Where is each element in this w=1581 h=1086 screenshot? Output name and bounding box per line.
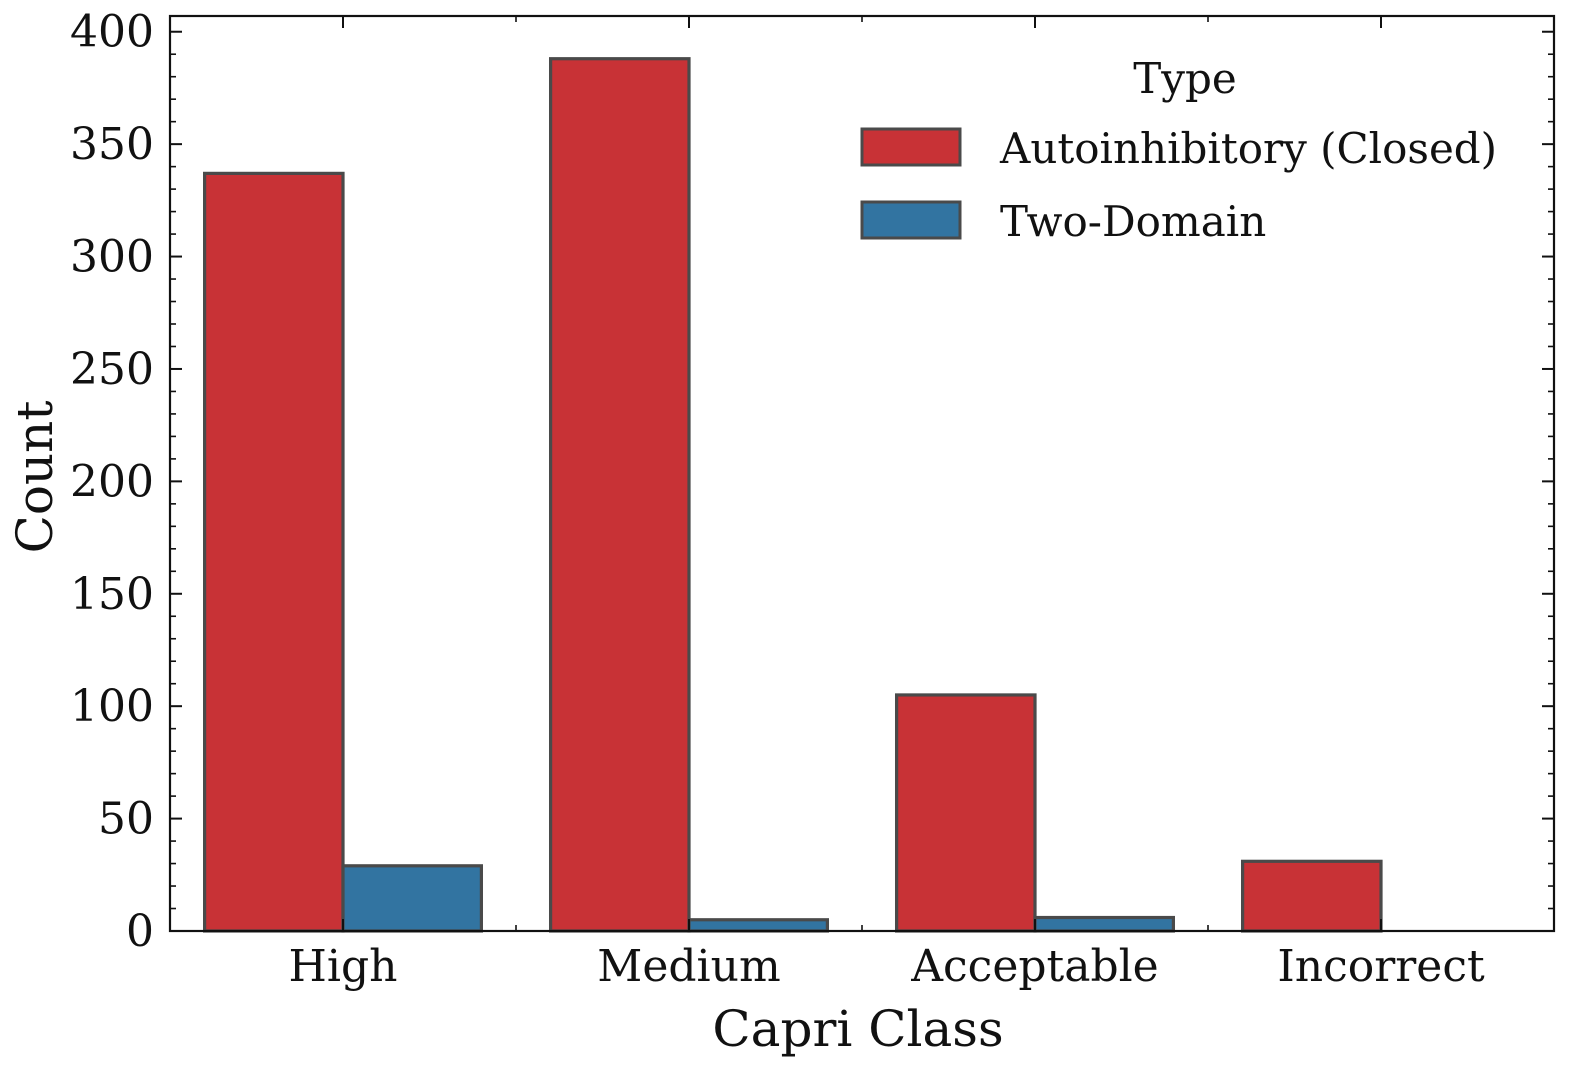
y-tick-label: 150 bbox=[70, 569, 154, 620]
x-tick-label-incorrect: Incorrect bbox=[1277, 941, 1485, 992]
bar-high-two-domain bbox=[341, 864, 483, 933]
bar-high-autoinhibitory-closed bbox=[203, 171, 345, 933]
legend-title: Type bbox=[1133, 54, 1236, 103]
bar-medium-two-domain bbox=[687, 918, 829, 933]
bar-medium-autoinhibitory-closed bbox=[548, 57, 691, 933]
y-tick-label: 300 bbox=[70, 232, 154, 283]
legend-label-two-domain: Two-Domain bbox=[1000, 197, 1266, 246]
x-tick-labels: High Medium Acceptable Incorrect bbox=[289, 941, 1485, 992]
plot-frame bbox=[168, 14, 1556, 933]
bar-acceptable-autoinhibitory-closed bbox=[894, 693, 1037, 933]
y-axis-title: Count bbox=[6, 401, 64, 554]
legend-swatch-autoinhibitory bbox=[860, 127, 962, 167]
x-tick-label-medium: Medium bbox=[597, 941, 780, 992]
y-tick-label: 50 bbox=[98, 794, 154, 845]
x-axis-title: Capri Class bbox=[712, 1000, 1003, 1058]
y-tick-label: 250 bbox=[70, 344, 154, 395]
legend-label-autoinhibitory: Autoinhibitory (Closed) bbox=[999, 124, 1497, 173]
legend: Type Autoinhibitory (Closed) Two-Domain bbox=[860, 54, 1497, 246]
y-tick-label: 400 bbox=[70, 7, 154, 58]
x-tick-label-acceptable: Acceptable bbox=[910, 941, 1158, 992]
y-tick-label: 200 bbox=[70, 456, 154, 507]
x-tick-label-high: High bbox=[289, 941, 398, 992]
y-tick-labels: 0 50 100 150 200 250 300 350 400 bbox=[70, 7, 154, 957]
bars-layer bbox=[203, 57, 1383, 933]
bar-acceptable-two-domain bbox=[1033, 915, 1175, 933]
y-tick-label: 100 bbox=[70, 681, 154, 732]
bar-incorrect-autoinhibitory-closed bbox=[1240, 859, 1383, 933]
y-tick-label: 0 bbox=[126, 906, 154, 957]
y-tick-label: 350 bbox=[70, 119, 154, 170]
legend-swatch-two-domain bbox=[860, 200, 962, 240]
